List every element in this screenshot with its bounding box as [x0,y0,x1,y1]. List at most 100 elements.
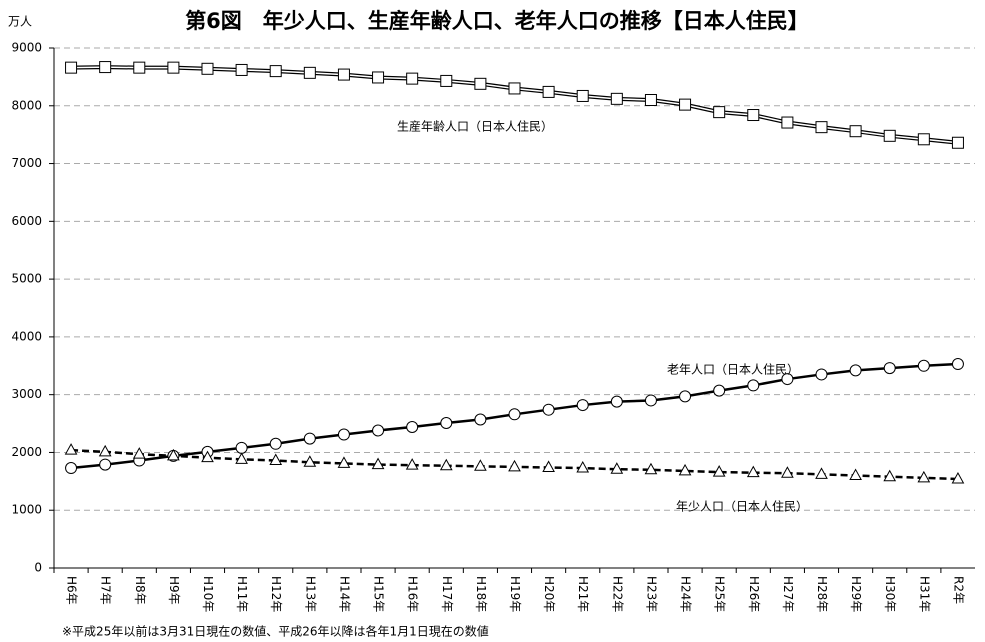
marker [371,457,385,470]
marker [474,459,487,471]
marker [781,373,794,386]
marker [508,82,521,95]
y-tick-label: 5000 [11,272,42,286]
marker [781,466,794,478]
marker [474,413,487,426]
x-tick-label: H8年 [133,576,147,605]
marker [406,421,419,434]
marker [269,453,283,466]
marker [746,465,760,478]
marker [781,116,794,129]
marker [440,416,453,429]
marker [849,468,862,481]
marker [747,109,760,122]
marker [883,469,897,482]
note: ※平成25年以前は3月31日現在の数値、平成26年以降は各年1月1日現在の数値 [62,624,489,639]
marker [849,364,862,377]
marker [713,384,726,397]
marker [883,362,896,375]
marker [99,458,112,471]
marker [201,62,214,75]
marker [542,85,555,98]
x-tick-label: H29年 [849,576,863,612]
marker [474,77,487,90]
marker [201,450,214,463]
x-tick-label: H6年 [65,576,79,605]
marker [167,61,180,74]
x-tick-label: H25年 [713,576,727,612]
marker [167,448,180,461]
x-tick-label: H27年 [781,576,795,612]
x-tick-label: H13年 [303,576,317,612]
series-label: 年少人口（日本人住民） [676,500,808,514]
series-label: 生産年齢人口（日本人住民） [397,119,553,134]
x-tick-label: H12年 [269,576,283,612]
marker [439,458,453,471]
marker [644,462,658,475]
x-tick-label: H18年 [474,576,488,612]
x-tick-label: R2年 [951,576,965,604]
marker [576,89,589,102]
marker [405,458,419,470]
marker [269,65,282,78]
x-tick-label: H14年 [337,576,351,612]
marker [917,359,930,372]
marker [747,379,760,392]
x-tick-label: H9年 [167,576,181,605]
marker [337,68,350,81]
marker [337,456,351,468]
marker [815,368,828,381]
marker [303,455,317,467]
marker [235,452,248,464]
x-tick-label: H11年 [235,576,249,612]
x-tick-label: H16年 [406,576,420,612]
marker [815,467,828,479]
x-tick-label: H17年 [440,576,454,612]
x-tick-label: H28年 [815,576,829,612]
y-tick-label: 4000 [11,329,42,343]
series-label: 老年人口（日本人住民） [667,363,799,377]
marker [542,403,555,416]
marker [610,462,624,474]
marker [406,72,419,85]
marker [576,399,589,412]
marker [712,465,726,477]
x-tick-label: H23年 [644,576,658,612]
marker [678,463,692,476]
marker [269,437,282,450]
marker [133,61,146,74]
marker [679,390,692,403]
marker [65,61,78,74]
marker [303,432,316,445]
marker [951,136,964,149]
y-tick-label: 3000 [11,387,42,401]
x-tick-label: H30年 [883,576,897,612]
marker [235,441,248,454]
x-tick-label: H24年 [679,576,693,612]
y-unit: 万人 [8,15,32,29]
marker [883,129,896,142]
marker [576,461,590,473]
chart-title: 第6図 年少人口、生産年齢人口、老年人口の推移【日本人住民】 [185,9,809,33]
x-tick-label: H20年 [542,576,556,612]
marker [610,92,623,105]
marker [713,106,726,119]
marker [849,125,862,138]
x-tick-label: H10年 [201,576,215,612]
x-tick-label: H19年 [508,576,522,612]
marker [951,358,964,371]
marker [508,459,521,472]
y-tick-label: 9000 [11,41,42,55]
marker [132,447,146,459]
y-tick-label: 1000 [11,503,42,517]
marker [99,61,112,74]
marker [644,94,657,106]
marker [303,66,316,79]
marker [64,443,78,455]
marker [917,470,931,483]
x-tick-label: H31年 [917,576,931,612]
y-tick-label: 8000 [11,98,42,112]
marker [337,428,350,441]
x-tick-label: H15年 [372,576,386,612]
